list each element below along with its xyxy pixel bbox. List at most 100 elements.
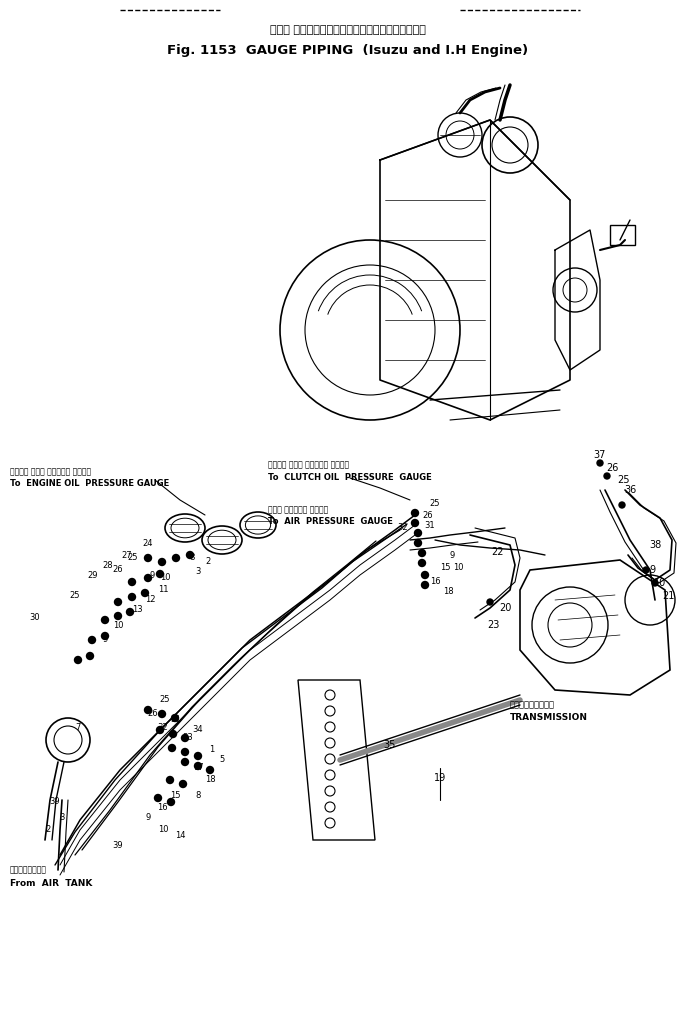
Text: To  ENGINE OIL  PRESSURE GAUGE: To ENGINE OIL PRESSURE GAUGE — [10, 480, 169, 489]
Circle shape — [167, 777, 174, 784]
Circle shape — [181, 758, 188, 766]
Text: 12: 12 — [145, 595, 155, 604]
Circle shape — [418, 560, 425, 567]
Text: 13: 13 — [132, 605, 142, 614]
Circle shape — [169, 744, 176, 751]
Text: 35: 35 — [384, 740, 396, 750]
Circle shape — [89, 637, 95, 644]
Circle shape — [169, 730, 176, 737]
Circle shape — [114, 598, 121, 605]
Bar — [610, 225, 635, 245]
Text: 31: 31 — [424, 520, 436, 529]
Circle shape — [487, 599, 493, 605]
Text: エアータンクから: エアータンクから — [10, 866, 47, 874]
Text: 32: 32 — [398, 522, 408, 531]
Text: 26: 26 — [148, 710, 158, 719]
Circle shape — [75, 656, 82, 663]
Text: 36: 36 — [624, 485, 636, 495]
Circle shape — [411, 519, 418, 526]
Circle shape — [171, 715, 178, 722]
Circle shape — [418, 550, 425, 557]
Text: 11: 11 — [158, 585, 168, 594]
Text: TRANSMISSION: TRANSMISSION — [510, 713, 588, 722]
Circle shape — [172, 555, 180, 562]
Text: 38: 38 — [649, 540, 661, 550]
Text: 5: 5 — [220, 755, 224, 765]
Circle shape — [157, 571, 164, 578]
Circle shape — [643, 567, 649, 573]
Text: 29: 29 — [88, 572, 98, 580]
Circle shape — [158, 559, 165, 566]
Text: 31: 31 — [171, 716, 181, 724]
Text: 1: 1 — [209, 745, 215, 754]
Circle shape — [180, 781, 187, 788]
Circle shape — [411, 509, 418, 516]
Text: 32: 32 — [158, 724, 168, 732]
Text: 10: 10 — [158, 825, 168, 835]
Text: From  AIR  TANK: From AIR TANK — [10, 878, 93, 887]
Circle shape — [604, 473, 610, 479]
Text: To  AIR  PRESSURE  GAUGE: To AIR PRESSURE GAUGE — [268, 517, 393, 526]
Circle shape — [128, 579, 135, 585]
Circle shape — [157, 726, 164, 733]
Circle shape — [167, 798, 174, 805]
Text: 24: 24 — [143, 538, 153, 548]
Circle shape — [181, 734, 188, 741]
Text: 9: 9 — [450, 551, 454, 560]
Text: 9: 9 — [649, 565, 655, 575]
Text: 10: 10 — [113, 621, 123, 630]
Text: クラッチ オイル プレッシャ ゲージへ: クラッチ オイル プレッシャ ゲージへ — [268, 460, 349, 469]
Text: 15: 15 — [440, 564, 450, 573]
Circle shape — [102, 633, 109, 640]
Circle shape — [144, 575, 151, 581]
Circle shape — [128, 593, 135, 600]
Circle shape — [144, 707, 151, 714]
Text: 2: 2 — [206, 558, 210, 567]
Circle shape — [181, 748, 188, 755]
Text: 25: 25 — [70, 590, 80, 599]
Text: 10: 10 — [654, 578, 666, 588]
Text: 17: 17 — [192, 764, 204, 773]
Text: 39: 39 — [49, 797, 61, 806]
Text: 8: 8 — [190, 553, 194, 562]
Text: To  CLUTCH OIL  PRESSURE  GAUGE: To CLUTCH OIL PRESSURE GAUGE — [268, 473, 431, 482]
Circle shape — [158, 711, 165, 718]
Circle shape — [415, 539, 422, 547]
Circle shape — [155, 795, 162, 801]
Text: 25: 25 — [618, 475, 630, 485]
Text: 9: 9 — [146, 813, 151, 822]
Text: 16: 16 — [429, 578, 441, 586]
Circle shape — [86, 652, 93, 659]
Text: 20: 20 — [499, 603, 511, 613]
Text: Fig. 1153  GAUGE PIPING  (Isuzu and I.H Engine): Fig. 1153 GAUGE PIPING (Isuzu and I.H En… — [167, 44, 528, 57]
Circle shape — [619, 502, 625, 508]
Text: 8: 8 — [195, 791, 201, 799]
Text: 25: 25 — [128, 553, 138, 562]
Text: 37: 37 — [594, 450, 606, 460]
Text: 39: 39 — [113, 841, 123, 850]
Text: 19: 19 — [434, 773, 446, 783]
Text: 15: 15 — [170, 791, 181, 799]
Text: 3: 3 — [59, 813, 65, 822]
Text: 2: 2 — [45, 825, 51, 835]
Circle shape — [114, 612, 121, 620]
Circle shape — [102, 617, 109, 624]
Circle shape — [144, 555, 151, 562]
Text: 10: 10 — [160, 573, 170, 581]
Text: 10: 10 — [453, 564, 464, 573]
Text: 28: 28 — [102, 562, 114, 571]
Text: 9: 9 — [102, 636, 107, 645]
Text: ゲージ パイピング（いすゞおよびインタエンジン）: ゲージ パイピング（いすゞおよびインタエンジン） — [270, 25, 426, 35]
Text: 27: 27 — [122, 551, 132, 560]
Text: 26: 26 — [422, 510, 434, 519]
Circle shape — [415, 529, 422, 536]
Circle shape — [597, 460, 603, 466]
Text: 30: 30 — [30, 613, 40, 623]
Text: 34: 34 — [192, 725, 204, 734]
Circle shape — [422, 581, 429, 588]
Text: 23: 23 — [487, 620, 499, 630]
Circle shape — [652, 580, 658, 586]
Text: 22: 22 — [492, 547, 504, 557]
Circle shape — [126, 608, 134, 615]
Circle shape — [194, 752, 201, 759]
